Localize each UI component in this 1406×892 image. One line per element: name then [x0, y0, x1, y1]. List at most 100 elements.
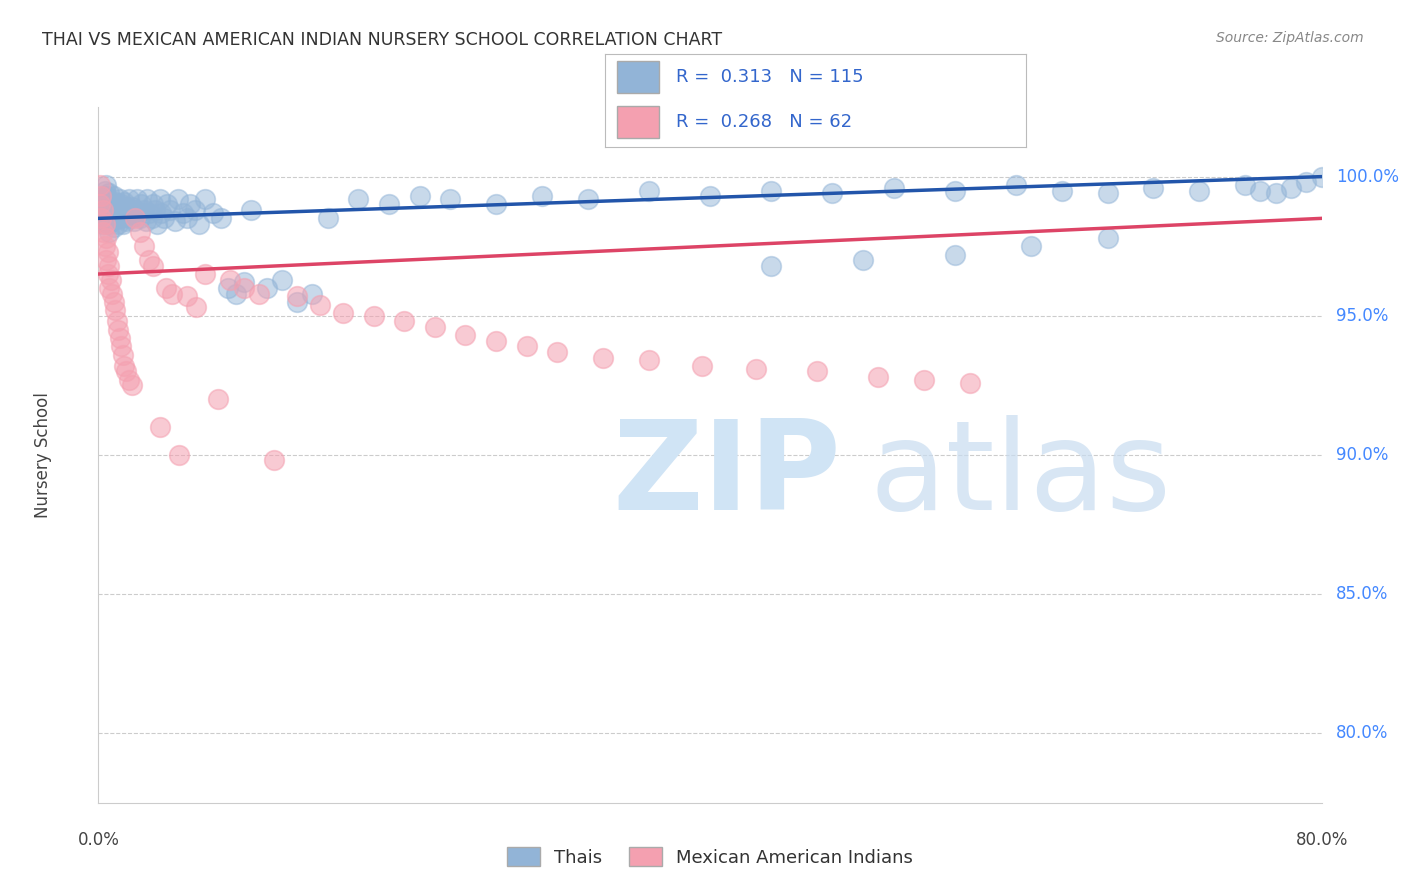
Point [202, 206, 225, 220]
Point [127, 206, 149, 220]
Point [98, 206, 121, 220]
Point [149, 192, 172, 206]
Point [115, 200, 138, 214]
Point [172, 206, 194, 220]
Text: atlas: atlas [869, 416, 1171, 536]
Point [745, 361, 768, 376]
Point [592, 351, 614, 365]
Point [167, 192, 190, 206]
Point [1279, 180, 1302, 194]
Point [115, 214, 138, 228]
Point [285, 294, 308, 309]
Text: THAI VS MEXICAN AMERICAN INDIAN NURSERY SCHOOL CORRELATION CHART: THAI VS MEXICAN AMERICAN INDIAN NURSERY … [42, 31, 723, 49]
Point [186, 301, 208, 315]
Point [129, 197, 152, 211]
Point [89, 178, 111, 192]
Point [94, 253, 117, 268]
Point [285, 289, 308, 303]
Point [207, 392, 229, 407]
Point [309, 298, 332, 312]
Point [112, 194, 135, 209]
Point [134, 202, 156, 217]
Point [111, 348, 134, 362]
Point [117, 202, 139, 217]
Point [97, 244, 120, 259]
Point [93, 184, 115, 198]
Point [107, 202, 129, 217]
Point [378, 197, 401, 211]
Point [149, 420, 172, 434]
Point [179, 197, 201, 211]
Point [94, 189, 117, 203]
Point [868, 370, 890, 384]
Point [1019, 239, 1042, 253]
Point [806, 364, 828, 378]
Point [142, 197, 165, 211]
Point [103, 206, 125, 220]
Point [118, 206, 141, 220]
Point [111, 202, 134, 217]
Point [124, 211, 146, 226]
Point [194, 267, 217, 281]
Point [821, 186, 844, 201]
Point [98, 186, 121, 201]
Point [546, 345, 568, 359]
Point [530, 189, 553, 203]
Point [90, 192, 112, 206]
Text: ZIP: ZIP [612, 416, 841, 536]
Point [108, 192, 131, 206]
Point [883, 180, 905, 194]
Point [232, 276, 254, 290]
Point [852, 253, 875, 268]
Point [392, 314, 416, 328]
Point [485, 197, 508, 211]
Point [423, 319, 446, 334]
Point [959, 376, 981, 390]
Point [103, 219, 125, 234]
Point [124, 202, 146, 217]
Point [439, 192, 461, 206]
Text: R =  0.313   N = 115: R = 0.313 N = 115 [676, 68, 863, 86]
Text: 80.0%: 80.0% [1336, 724, 1389, 742]
Point [169, 448, 191, 462]
Text: 85.0%: 85.0% [1336, 585, 1389, 603]
Point [363, 309, 385, 323]
Point [1097, 186, 1119, 201]
Point [101, 286, 124, 301]
Point [1050, 184, 1073, 198]
Point [97, 194, 120, 209]
Point [94, 178, 117, 192]
Point [759, 259, 782, 273]
Point [91, 217, 114, 231]
Point [91, 202, 114, 217]
Point [122, 214, 145, 228]
Point [108, 331, 131, 345]
Point [103, 189, 125, 203]
Point [89, 197, 111, 211]
Point [112, 209, 135, 223]
Point [101, 200, 124, 214]
Point [270, 272, 292, 286]
Point [176, 289, 198, 303]
Point [121, 378, 143, 392]
Text: 95.0%: 95.0% [1336, 307, 1389, 325]
Point [128, 211, 150, 226]
Point [107, 217, 129, 231]
Point [134, 239, 156, 253]
Point [135, 214, 157, 228]
Point [93, 194, 115, 209]
Point [332, 306, 354, 320]
Point [153, 211, 176, 226]
Point [143, 202, 166, 217]
Point [156, 197, 179, 211]
Point [103, 294, 125, 309]
Point [110, 211, 132, 226]
Point [91, 225, 114, 239]
Point [104, 303, 127, 318]
Text: Source: ZipAtlas.com: Source: ZipAtlas.com [1216, 31, 1364, 45]
Point [93, 239, 115, 253]
Text: 0.0%: 0.0% [77, 830, 120, 848]
Point [699, 189, 721, 203]
Point [110, 197, 132, 211]
Point [89, 197, 111, 211]
